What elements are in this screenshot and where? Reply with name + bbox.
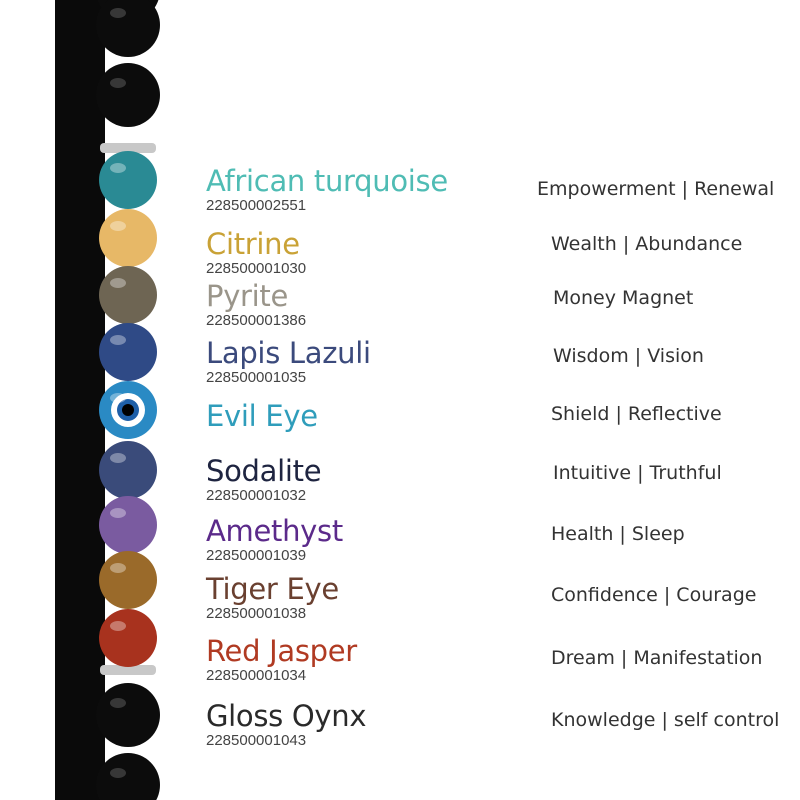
stone-item: African turquoise 228500002551 (206, 165, 448, 215)
stone-benefit: Money Magnet (553, 287, 694, 309)
bead-highlight (110, 508, 126, 518)
stone-name: Amethyst (206, 514, 343, 548)
stone-item: Gloss Oynx 228500001043 (206, 699, 367, 750)
stone-name: Sodalite (206, 454, 322, 488)
stone-item: Citrine 228500001030 (206, 228, 306, 278)
stone-code: 228500001039 (206, 547, 307, 564)
onyx-bead (96, 63, 160, 127)
stone-code: 228500001035 (206, 369, 307, 386)
bead-highlight (110, 393, 126, 403)
stone-code: 228500001386 (206, 312, 307, 329)
stone-benefit: Wisdom | Vision (553, 345, 704, 367)
stone-name: Red Jasper (206, 634, 357, 668)
bead-highlight (110, 163, 126, 173)
strand-shadow (55, 0, 105, 800)
onyx-bead (96, 753, 160, 800)
stone-name: Pyrite (206, 279, 289, 313)
stone-name: Evil Eye (206, 399, 318, 433)
stone-benefit: Dream | Manifestation (551, 647, 763, 669)
stone-bead (99, 496, 157, 554)
stone-item: Pyrite 228500001386 (206, 280, 306, 330)
stone-item: Sodalite 228500001032 (206, 454, 322, 505)
stone-name: Citrine (206, 227, 300, 261)
spacer-bead (100, 143, 156, 153)
stone-code: 228500002551 (206, 197, 307, 214)
stone-benefit: Intuitive | Truthful (553, 462, 722, 484)
stone-code: 228500001038 (206, 605, 307, 622)
bead-highlight (110, 78, 126, 88)
stone-item: Lapis Lazuli 228500001035 (206, 337, 371, 387)
stone-benefit: Shield | Reflective (551, 403, 722, 425)
onyx-bead (96, 683, 160, 747)
stone-item: Evil Eye (206, 400, 318, 432)
stone-item: Red Jasper 228500001034 (206, 635, 357, 685)
stone-code: 228500001030 (206, 260, 307, 277)
stone-item: Tiger Eye 228500001038 (206, 573, 339, 623)
bead-highlight (110, 453, 126, 463)
spacer-bead (100, 665, 156, 675)
stone-code: 228500001032 (206, 487, 307, 504)
stone-bead (99, 266, 157, 324)
stone-name: Tiger Eye (206, 572, 339, 606)
bead-highlight (110, 563, 126, 573)
stone-benefit: Knowledge | self control (551, 709, 780, 731)
stone-name: Gloss Oynx (206, 699, 367, 733)
onyx-bead (96, 0, 160, 57)
stone-benefit: Empowerment | Renewal (537, 178, 775, 200)
bead-highlight (110, 698, 126, 708)
bead-highlight (110, 278, 126, 288)
stone-benefit: Wealth | Abundance (551, 233, 743, 255)
stone-bead (99, 209, 157, 267)
stone-bead (99, 551, 157, 609)
stone-bead (99, 441, 157, 499)
bead-highlight (110, 8, 126, 18)
bead-highlight (110, 621, 126, 631)
stone-bead (99, 323, 157, 381)
stone-benefit: Confidence | Courage (551, 584, 757, 606)
bead-highlight (110, 221, 126, 231)
stone-bead (99, 151, 157, 209)
stone-name: African turquoise (206, 164, 448, 198)
bead-highlight (110, 335, 126, 345)
bead-highlight (110, 768, 126, 778)
bracelet-image (55, 0, 160, 800)
stone-item: Amethyst 228500001039 (206, 515, 343, 565)
evil-eye-pupil (122, 404, 134, 416)
stone-name: Lapis Lazuli (206, 336, 371, 370)
stone-code: 228500001043 (206, 732, 307, 749)
stone-bead (99, 609, 157, 667)
stone-benefit: Health | Sleep (551, 523, 685, 545)
stone-code: 228500001034 (206, 667, 307, 684)
